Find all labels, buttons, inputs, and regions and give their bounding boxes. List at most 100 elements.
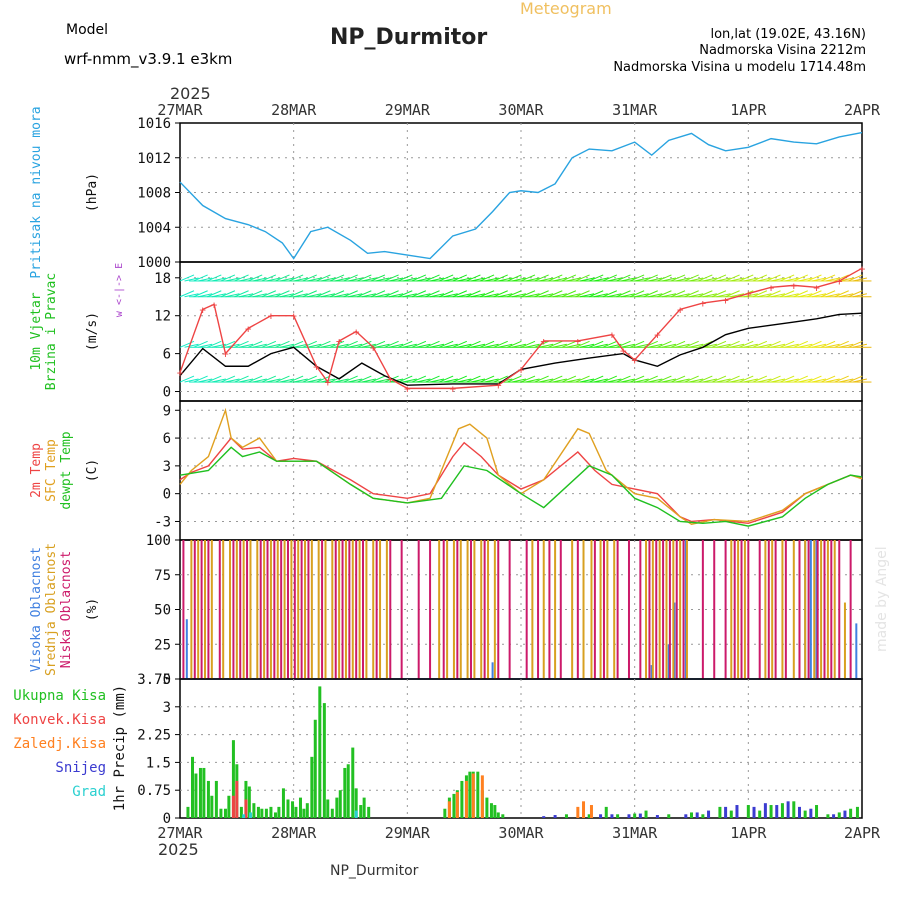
- y-axis-label: SFC Temp: [44, 439, 59, 502]
- wind-barb: [239, 343, 254, 348]
- cloud-bar: [855, 623, 858, 679]
- cloud-bar: [784, 540, 787, 679]
- x-tick-label-top: 1APR: [730, 101, 767, 119]
- cloud-bar: [480, 540, 483, 679]
- gust-marker: +: [495, 379, 502, 392]
- wind-barb: [470, 343, 486, 348]
- wind-barb: [629, 274, 645, 282]
- cloud-bar: [767, 540, 770, 679]
- cloud-bar: [358, 540, 361, 679]
- cloud-bar: [456, 540, 459, 679]
- wind-barb: [730, 277, 745, 282]
- y-tick-label: 0: [163, 385, 171, 401]
- wind-barb: [766, 274, 781, 282]
- cloud-bar: [446, 540, 449, 679]
- cloud-bar: [338, 540, 341, 679]
- wind-barb: [784, 343, 799, 348]
- precip-bar: [239, 806, 243, 818]
- cloud-bar: [307, 540, 310, 679]
- cloud-bar: [684, 540, 687, 679]
- wind-barb: [225, 378, 240, 383]
- cloud-bar: [266, 540, 269, 679]
- wind-barb: [629, 290, 645, 298]
- wind-barb: [361, 277, 376, 282]
- wind-barb: [416, 293, 431, 298]
- cloud-bar: [675, 540, 678, 679]
- precip-bar: [310, 756, 314, 818]
- cloud-bar: [334, 540, 337, 679]
- cloud-bar: [249, 540, 252, 679]
- cloud-bar: [473, 540, 476, 679]
- cloud-bar: [682, 540, 685, 679]
- y-tick-label: 6: [163, 431, 171, 447]
- x-tick-label-bottom: 27MAR: [157, 824, 203, 842]
- precip-bar: [247, 786, 251, 818]
- cloud-bar: [743, 540, 746, 679]
- wind-barb: [179, 375, 195, 383]
- wind-barb: [661, 378, 677, 383]
- wind-barb: [302, 274, 317, 282]
- wind-barb: [702, 378, 717, 383]
- precip-bar: [638, 813, 642, 818]
- gust-marker: +: [790, 279, 797, 292]
- wind-barb: [616, 274, 631, 282]
- cloud-bar: [823, 540, 826, 679]
- wind-barb: [620, 378, 636, 383]
- cloud-bar: [571, 540, 574, 679]
- precip-bar: [206, 780, 210, 818]
- wind-barb: [329, 274, 345, 282]
- wind-barb: [616, 290, 631, 298]
- cloud-bar: [807, 540, 810, 679]
- cloud-bar: [290, 540, 293, 679]
- cloud-bar: [826, 540, 829, 679]
- y-axis-label: Niska Oblacnost: [59, 551, 74, 668]
- gust-marker: +: [449, 382, 456, 395]
- wind-barb: [670, 375, 686, 383]
- precip-bar: [202, 767, 206, 818]
- wind-barb: [493, 340, 508, 348]
- wind-barb: [743, 343, 758, 348]
- wind-barb: [725, 340, 740, 348]
- precip-bar: [633, 813, 637, 818]
- y-tick-label: 50: [154, 603, 171, 619]
- y-axis-label: Visoka Oblacnost: [29, 547, 44, 672]
- wind-barb: [479, 274, 495, 282]
- precip-bar: [792, 801, 796, 818]
- wind-barb: [566, 293, 581, 298]
- wind-barb: [234, 290, 249, 298]
- wind-barb: [848, 274, 863, 282]
- cloud-bar: [537, 540, 540, 679]
- wind-barb: [670, 340, 686, 348]
- year-bottom: 2025: [158, 840, 199, 859]
- cloud-bar: [429, 540, 432, 679]
- cloud-bar: [355, 540, 358, 679]
- wind-barb: [525, 277, 540, 282]
- precip-bar: [501, 814, 505, 818]
- wind-barb: [493, 290, 508, 298]
- cloud-bar: [273, 540, 276, 679]
- cloud-bar: [542, 540, 545, 679]
- wind-barb: [452, 375, 467, 383]
- wind-barb: [493, 274, 508, 282]
- wind-barb: [552, 343, 567, 348]
- precip-bar: [758, 810, 762, 818]
- wind-barb: [607, 378, 622, 383]
- precip-bar: [227, 795, 231, 818]
- precip-bar: [815, 805, 819, 818]
- wind-barb: [684, 340, 699, 348]
- wind-barb: [193, 375, 208, 383]
- wind-barb: [266, 293, 281, 298]
- precip-bar: [359, 805, 363, 818]
- wind-barb: [207, 340, 222, 348]
- wind-barb: [743, 277, 758, 282]
- cloud-bar: [286, 540, 289, 679]
- cloud-bar: [442, 540, 445, 679]
- precip-bar: [655, 815, 659, 818]
- cloud-bar: [747, 540, 750, 679]
- cloud-bar: [685, 540, 688, 679]
- precip-bar: [468, 771, 472, 818]
- cloud-bar: [293, 540, 296, 679]
- wind-barb: [252, 277, 267, 282]
- wind-barb: [225, 277, 240, 282]
- wind-barb: [275, 290, 290, 298]
